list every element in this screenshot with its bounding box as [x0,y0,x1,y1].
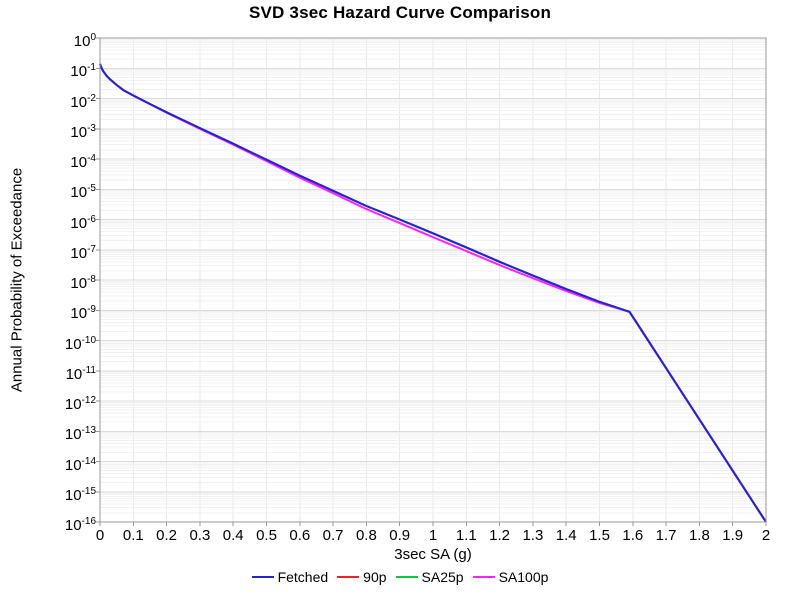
x-tick-label: 1 [428,527,438,544]
x-tick-label: 1.6 [622,527,644,544]
legend-item-fetched: Fetched [251,569,329,585]
y-tick-label: 10-9 [70,304,96,323]
x-tick-label: 0.5 [256,527,277,544]
x-tick-label: 0 [95,527,105,544]
series-line-fetched [99,63,767,523]
y-tick-label: 10-11 [65,364,96,383]
x-tick-label: 2 [761,527,771,544]
y-tick-label: 10-8 [70,274,96,292]
x-tick-label: 1.1 [455,527,477,544]
x-tick-label: 0.7 [322,527,344,544]
y-tick-label: 100 [73,32,96,50]
x-tick-label: 1.3 [522,527,544,544]
plot-border [99,37,767,523]
legend-swatch-icon [472,576,495,578]
x-tick-label: 0.9 [389,527,411,544]
y-tick-label: 10-6 [70,213,96,232]
y-tick-label: 10-14 [64,455,96,474]
x-tick-label: 1.5 [589,527,610,544]
legend-item-sa100p: SA100p [472,569,549,585]
y-tick-label: 10-12 [64,395,96,413]
y-tick-label: 10-13 [64,425,96,444]
legend-swatch-icon [251,576,274,578]
y-tick-label: 10-5 [70,183,96,202]
y-tick-label: 10-1 [70,62,96,81]
legend-label: SA25p [421,569,464,585]
y-tick-label: 10-3 [70,122,96,141]
legend-label: Fetched [277,569,329,585]
x-axis-label: 3sec SA (g) [394,546,472,563]
grid-lines [96,37,767,526]
x-tick-label: 1.9 [722,527,744,544]
x-tick-label: 0.4 [222,527,244,544]
legend-label: SA100p [498,569,549,585]
x-tick-label: 1.4 [555,527,577,544]
y-tick-label: 10-2 [70,92,96,111]
y-tick-label: 10-7 [70,243,96,262]
y-tick-label: 10-16 [64,516,96,534]
chart-title: SVD 3sec Hazard Curve Comparison [248,3,552,22]
legend-swatch-icon [337,576,360,578]
legend-swatch-icon [395,576,418,578]
x-tick-label: 1.7 [655,527,677,544]
x-tick-label: 1.8 [688,527,710,544]
chart-legend: Fetched 90p SA25p SA100p [0,569,800,585]
y-tick-label: 10-10 [64,334,96,353]
x-tick-label: 1.2 [489,527,511,544]
legend-item-sa25p: SA25p [395,569,464,585]
legend-item-90p: 90p [337,569,387,585]
x-tick-label: 0.6 [289,527,311,544]
x-tick-label: 0.3 [189,527,211,544]
x-tick-label: 0.1 [122,527,144,544]
legend-label: 90p [363,569,387,585]
x-tick-label: 0.8 [355,527,377,544]
y-tick-label: 10-15 [64,485,96,504]
x-tick-label: 0.2 [156,527,178,544]
y-tick-label: 10-4 [70,153,96,171]
